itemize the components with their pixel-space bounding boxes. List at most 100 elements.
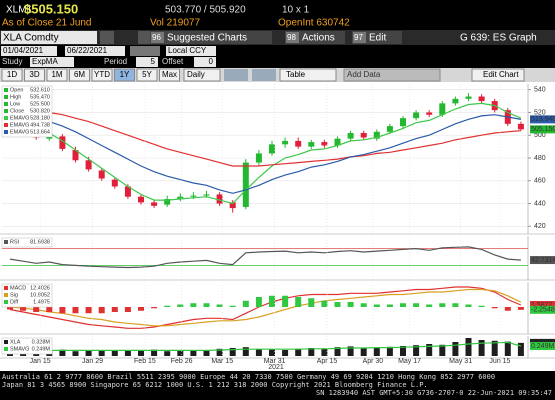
range-button[interactable] [159,68,180,82]
candle-body [465,96,472,99]
candle-body [478,96,485,102]
offset-input[interactable] [194,57,216,67]
range-label: 1Y [120,70,130,79]
study: ExpMA [32,57,58,66]
range-label: 5Y [142,70,152,79]
tools-button[interactable] [252,69,276,81]
bar [164,351,171,356]
menu-button[interactable] [150,31,272,44]
bar [400,303,406,307]
bar [452,303,459,307]
legend-label: Open [10,87,23,93]
series-line [9,286,522,329]
bar [360,348,367,356]
range-button[interactable] [91,68,113,82]
bar [308,298,315,307]
bar [72,351,79,356]
x-tick-label: Feb 26 [171,358,193,365]
bar [295,348,302,356]
bar [229,305,236,307]
legend-swatch [4,116,8,120]
value-tag-box [530,342,555,351]
x-tick-label: May 31 [449,358,472,365]
value-tag: 513.940 [531,116,555,123]
y-tick-label: 460 [534,178,546,185]
value-tag: 42.7314 [531,257,555,264]
bar [478,340,485,356]
bid-ask: 503.770 / 505.920 [165,5,246,16]
legend-swatch [4,102,8,106]
x-tick-label: Apr 15 [317,358,338,365]
table: Table [286,70,306,79]
start-date: 01/04/2021 [3,46,44,55]
range-button[interactable] [69,68,90,82]
value-tag: 1.5872 [531,302,553,309]
menu-key-box [353,32,366,43]
value-tag: -2.2548 [531,307,555,314]
bar [491,340,498,356]
study-select[interactable] [30,57,74,67]
period-input[interactable] [136,57,158,67]
candle-body [373,131,380,139]
end-date-input[interactable] [65,46,125,56]
zoom-button[interactable] [138,31,152,44]
edit-chart: Edit Chart [483,70,519,79]
frequency-select[interactable] [183,68,221,82]
bar [98,350,105,356]
legend-label: XLA [10,339,21,345]
draw-button[interactable] [224,69,248,81]
range-button[interactable] [46,68,68,82]
candle-body [413,112,420,119]
bar [400,346,406,356]
calendar-button[interactable] [130,46,160,56]
candle-body [138,196,144,203]
bar [203,303,210,307]
bar [373,347,380,356]
bar [347,302,354,307]
edit-chart-button[interactable] [471,68,525,82]
bar [190,303,197,307]
bar [7,307,13,310]
y-tick-label: 540 [534,87,546,94]
menu-button[interactable] [285,31,345,44]
series-line [10,341,522,351]
bar [334,347,341,356]
security: XLA Comdty [3,33,59,44]
bar [321,300,328,307]
value-tag-box [530,125,555,134]
legend-label: Sig [10,292,18,298]
start-date-input[interactable] [1,46,57,56]
bar [386,346,393,356]
range-button[interactable] [136,68,158,82]
bar [151,349,158,356]
bar [517,307,524,310]
candle-body [190,195,197,197]
x-tick-label: Mar 15 [211,358,233,365]
legend-label: SMAVG [10,346,29,352]
legend-label: Diff [10,299,19,305]
go-button[interactable] [100,31,114,44]
last-price: $505.150 [24,1,78,16]
offset-label: Offset [162,57,184,66]
as-of: As of Close 21 Jund [2,18,92,29]
currency-select[interactable] [166,46,216,56]
range-button[interactable] [1,68,23,82]
range-button[interactable] [114,68,135,82]
legend-value: 528.180 [30,115,50,121]
legend-value: 1.4975 [33,299,50,305]
open-interest: OpenInt 630742 [278,18,350,29]
range-label: 3D [29,70,39,79]
value-tag-box [530,305,555,314]
bar [269,349,275,356]
add-data-input[interactable] [343,68,441,82]
legend-box [1,337,53,355]
series-line [9,111,522,194]
security-input[interactable] [1,31,97,44]
range-button[interactable] [24,68,45,82]
footer-line: Japan 81 3 4565 8900 Singapore 65 6212 1… [2,381,428,389]
bar [452,342,459,356]
bar [321,348,328,356]
legend-value: 525.500 [30,101,50,107]
table-button[interactable] [279,68,337,82]
candle-body [203,194,210,196]
